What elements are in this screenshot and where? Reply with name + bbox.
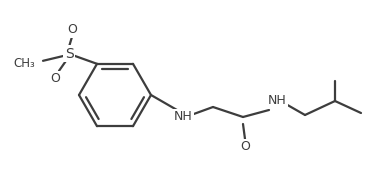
Text: S: S (65, 47, 74, 61)
Text: O: O (240, 141, 250, 154)
Text: O: O (50, 72, 60, 85)
Text: NH: NH (174, 110, 192, 123)
Text: CH₃: CH₃ (13, 57, 35, 70)
Text: NH: NH (268, 95, 286, 108)
Text: O: O (67, 23, 77, 36)
